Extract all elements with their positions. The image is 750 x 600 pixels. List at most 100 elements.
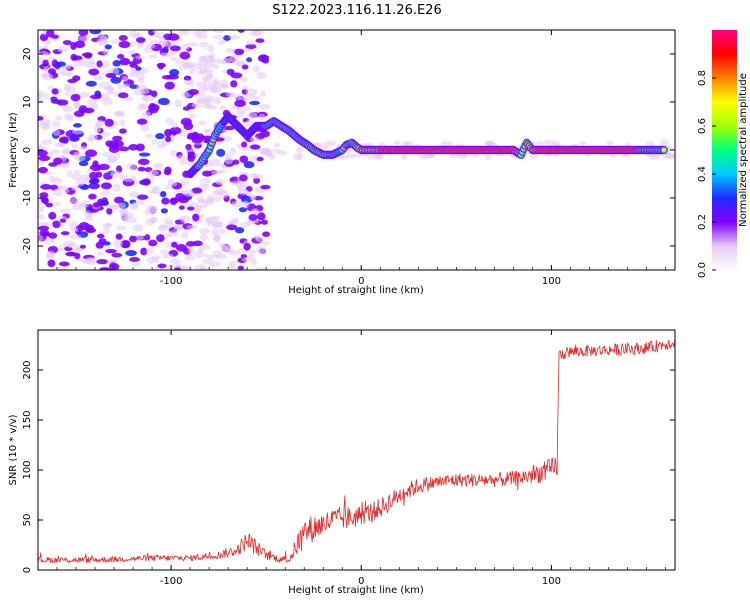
spectrogram-cell	[69, 227, 79, 233]
spectrogram-cell	[38, 116, 44, 121]
spectrogram-cell	[199, 233, 208, 242]
spectrogram-cell	[174, 99, 182, 108]
spectrogram-cell	[199, 55, 206, 61]
spectrogram-cell	[118, 41, 131, 49]
spectrogram-cell	[51, 88, 59, 95]
spectrogram-cell	[135, 143, 145, 152]
spectrogram-cell	[95, 171, 103, 178]
spectrogram-cell	[256, 245, 267, 254]
spectrogram-cell	[175, 244, 188, 252]
spectrogram-cell	[41, 124, 51, 131]
spectrogram-cell	[169, 45, 181, 52]
colorbar-tick-label: 0.2	[697, 214, 708, 230]
spectrogram-cell	[255, 38, 265, 43]
spectrogram-cell	[88, 68, 100, 76]
spectrogram-cell	[237, 30, 245, 33]
spectrogram-cell	[100, 131, 111, 137]
spectrogram-cell	[86, 98, 97, 106]
spectrogram-cell	[160, 208, 169, 214]
spectrogram-cell	[65, 71, 73, 77]
spectrogram-cell	[131, 262, 142, 267]
spectrogram-cell	[472, 153, 479, 158]
spectrogram-cell	[71, 142, 79, 148]
spectrogram-cell	[67, 242, 78, 249]
spectrogram-cell	[141, 178, 151, 186]
spectrogram-cell	[79, 244, 87, 249]
spectrogram-cell	[73, 123, 82, 128]
spectrogram-cell	[64, 113, 74, 120]
spectrogram-cell	[71, 173, 82, 181]
spectrogram-cell	[151, 186, 162, 194]
spectrogram-cell	[73, 100, 81, 108]
spectrogram-cell	[167, 33, 180, 41]
spectrogram-cell	[150, 217, 157, 224]
spectrogram-cell	[213, 233, 221, 241]
colorbar-scale	[712, 30, 737, 270]
spectrogram-cell	[171, 241, 178, 248]
spectrogram-cell	[145, 43, 156, 50]
spectrogram-cell	[179, 51, 191, 60]
spectrogram-cell	[123, 178, 134, 183]
spectrogram-cell	[151, 138, 158, 145]
spectrogram-cell	[67, 78, 78, 84]
spectrogram-cell	[125, 250, 137, 257]
spectrogram-cell	[109, 170, 122, 178]
spectrogram-cell	[137, 158, 150, 166]
spectrogram-cell	[58, 261, 70, 267]
spectrogram-cell	[150, 90, 158, 98]
spectrogram-cell	[247, 219, 259, 224]
spectrogram-ytick-label: 20	[22, 48, 33, 61]
spectrogram-cell	[243, 161, 255, 169]
spectrogram-cell	[212, 96, 222, 105]
spectrogram-cell	[70, 234, 82, 240]
spectrogram-cell	[118, 146, 130, 152]
spectrogram-cell	[92, 160, 99, 168]
spectrogram-cell	[38, 222, 48, 227]
spectrogram-cell	[61, 149, 71, 155]
spectrogram-cell	[43, 238, 55, 245]
spectrogram-cell	[52, 188, 63, 197]
spectrogram-cell	[230, 80, 238, 88]
spectrogram-cell	[249, 100, 260, 106]
spectrogram-cell	[232, 159, 240, 165]
spectrogram-cell	[659, 139, 670, 147]
spectrogram-cell	[247, 111, 258, 120]
spectrogram-cell	[156, 140, 166, 149]
spectrogram-cell	[274, 142, 281, 148]
spectrogram-cell	[78, 222, 90, 231]
spectrogram-cell	[162, 253, 174, 259]
colorbar-tick-label: 0.6	[697, 118, 708, 134]
spectrogram-cell	[246, 253, 255, 259]
spectrogram-cell	[255, 235, 265, 243]
spectrogram-cell	[102, 60, 110, 69]
spectrogram-cell	[88, 182, 100, 190]
spectrogram-cell	[185, 143, 192, 150]
snr-ylabel: SNR (10 * v/v)	[8, 414, 19, 485]
spectrogram-cell	[214, 57, 222, 64]
spectrogram-cell	[183, 75, 192, 81]
spectrogram-cell	[228, 220, 239, 226]
spectrogram-cell	[65, 251, 77, 257]
spectrogram-cell	[170, 57, 179, 62]
spectrogram-cell	[221, 244, 232, 251]
spectrogram-cell	[166, 230, 179, 237]
spectrogram-cell	[121, 75, 129, 82]
spectrogram-cell	[126, 163, 137, 171]
snr-ytick-label: 200	[22, 360, 33, 379]
spectrogram-cell	[68, 221, 78, 229]
spectrogram-cell	[94, 125, 101, 133]
spectrogram-cell	[117, 53, 125, 59]
spectrogram-cell	[312, 142, 323, 147]
spectrogram-cell	[56, 99, 69, 106]
spectrogram-cell	[529, 153, 540, 159]
spectrogram-cell	[185, 241, 196, 247]
spectrogram-cell	[138, 152, 151, 157]
spectrogram-cell	[484, 153, 492, 161]
spectrogram-cell	[39, 192, 49, 198]
spectrogram-cell	[246, 57, 253, 63]
spectrogram-cell	[115, 233, 123, 240]
spectrogram-cell	[160, 191, 167, 198]
spectrogram-cell	[210, 158, 222, 167]
spectrogram-cell	[38, 97, 44, 103]
spectrogram-cell	[203, 69, 214, 75]
